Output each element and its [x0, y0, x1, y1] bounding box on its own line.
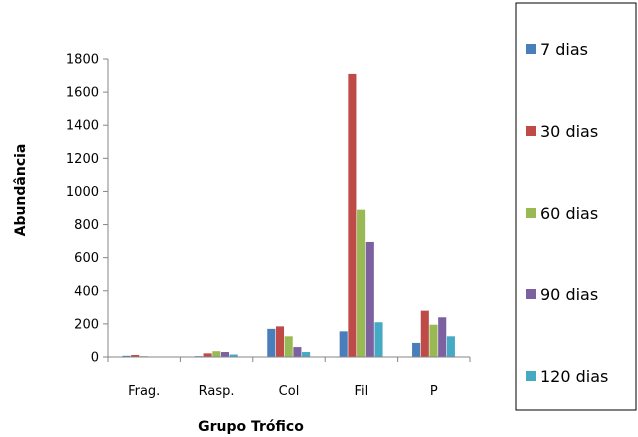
bar — [348, 73, 357, 358]
legend-swatch — [526, 44, 536, 54]
legend-label: 60 dias — [540, 204, 598, 223]
bar — [131, 355, 140, 357]
x-tick-label: Fil — [355, 384, 369, 399]
legend-label: 30 dias — [540, 122, 598, 141]
bar — [365, 241, 374, 357]
legend-label: 120 dias — [540, 367, 608, 386]
x-tick-label: Col — [279, 384, 300, 399]
legend-swatch — [526, 371, 536, 381]
bar — [229, 354, 238, 357]
bar — [412, 342, 421, 357]
bar — [275, 326, 285, 357]
bar — [203, 353, 212, 357]
bar — [293, 347, 302, 357]
bar — [374, 322, 383, 357]
y-tick-label: 600 — [74, 251, 99, 266]
bar — [420, 310, 429, 357]
bar — [357, 209, 366, 357]
y-axis-ticks: 0 200 400 600 800 1000 1200 1400 1600 1800 — [66, 53, 108, 366]
legend-label: 90 dias — [540, 285, 598, 304]
y-tick-label: 1200 — [66, 152, 99, 167]
bar — [339, 331, 348, 357]
y-tick-label: 1400 — [66, 119, 99, 134]
bar — [302, 352, 311, 357]
legend-swatch — [526, 126, 536, 136]
y-axis-title: Abundância — [13, 144, 29, 237]
bar — [438, 317, 447, 357]
bar — [220, 352, 230, 357]
x-tick-label: Frag. — [128, 384, 160, 399]
y-tick-label: 800 — [74, 218, 99, 233]
y-tick-label: 200 — [74, 317, 99, 332]
y-tick-label: 0 — [91, 351, 99, 366]
legend-swatch — [526, 289, 536, 299]
bar — [284, 336, 293, 357]
legend: 7 dias 30 dias 60 dias 90 dias 120 dias — [526, 40, 608, 386]
x-tick-label: P — [430, 384, 438, 399]
bar — [212, 351, 221, 357]
bar — [122, 355, 131, 357]
bars-group — [122, 73, 455, 358]
bar — [267, 328, 276, 357]
y-tick-label: 1600 — [66, 86, 99, 101]
y-tick-label: 1000 — [66, 185, 99, 200]
bar — [446, 336, 455, 357]
x-tick-label: Rasp. — [199, 384, 235, 399]
legend-box — [515, 2, 637, 411]
legend-label: 7 dias — [540, 40, 588, 59]
y-tick-label: 400 — [74, 284, 99, 299]
x-axis-title: Grupo Trófico — [198, 419, 304, 435]
x-axis-ticks: Frag. Rasp. Col Fil P — [107, 357, 471, 399]
bar — [429, 324, 438, 357]
y-tick-label: 1800 — [66, 53, 99, 68]
legend-swatch — [526, 208, 536, 218]
